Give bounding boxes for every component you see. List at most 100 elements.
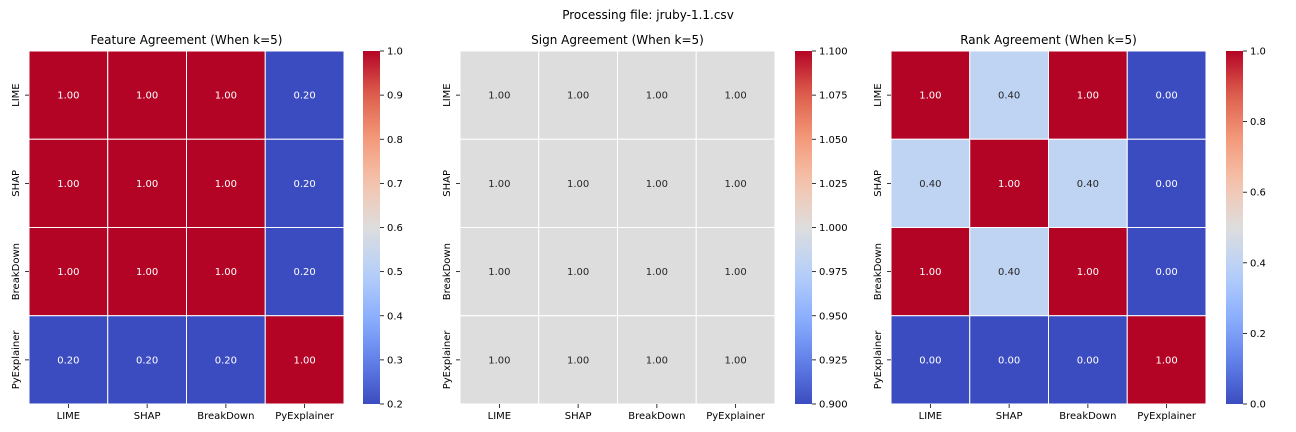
y-tick-label: BreakDown [873, 243, 884, 300]
heatmap-cell-r1-c2 [617, 138, 697, 228]
colorbar [795, 51, 812, 404]
colorbar-tick-label: 0.2 [1250, 329, 1266, 340]
colorbar [363, 51, 380, 404]
heatmap-panel-3: Rank Agreement (When k=5) 1.00 0.40 1.00 0.0… [873, 33, 1266, 422]
cell-value-r3-c3: 1.00 [724, 355, 746, 366]
cell-value-r2-c2: 1.00 [215, 267, 237, 278]
cell-value-r2-c2: 1.00 [1077, 267, 1099, 278]
colorbar-tick-label: 0.4 [387, 311, 403, 322]
x-tick-label: BreakDown [1059, 411, 1116, 422]
heatmap-cell-r1-c0 [890, 138, 971, 228]
panel-title: Sign Agreement (When k=5) [531, 33, 704, 47]
cell-value-r2-c2: 1.00 [646, 267, 668, 278]
x-tick-label: PyExplainer [1137, 411, 1197, 422]
cell-value-r1-c2: 0.40 [1077, 179, 1099, 190]
figure-suptitle: Processing file: jruby-1.1.csv [562, 8, 734, 22]
cell-value-r0-c3: 0.20 [293, 91, 315, 102]
colorbar-tick-label: 1.000 [819, 223, 848, 234]
heatmap-panel-2: Sign Agreement (When k=5) 1.00 1.00 1.00 1.0… [442, 33, 848, 422]
y-tick-label: LIME [442, 83, 453, 106]
colorbar-tick-label: 1.075 [819, 91, 848, 102]
y-tick-label: SHAP [11, 170, 22, 197]
cell-value-r2-c0: 1.00 [57, 267, 79, 278]
y-tick-label: LIME [873, 83, 884, 106]
cell-value-r2-c1: 1.00 [136, 267, 158, 278]
colorbar-tick-label: 0.4 [1250, 258, 1266, 269]
heatmap-cell-r3-c0 [28, 315, 109, 405]
heatmap-cell-r0-c1 [107, 50, 187, 140]
colorbar-tick-label: 0.8 [1250, 117, 1266, 128]
cell-value-r3-c2: 1.00 [646, 355, 668, 366]
cell-value-r3-c2: 0.20 [215, 355, 237, 366]
x-tick-label: BreakDown [197, 411, 254, 422]
cell-value-r3-c3: 1.00 [293, 355, 315, 366]
colorbar-tick-label: 1.050 [819, 135, 848, 146]
cell-value-r1-c3: 0.20 [293, 179, 315, 190]
heatmap-cell-r3-c3 [1126, 315, 1207, 405]
heatmap-cell-r3-c3 [695, 315, 776, 405]
cell-value-r3-c0: 0.00 [919, 355, 941, 366]
x-tick-label: PyExplainer [275, 411, 335, 422]
heatmap-cell-r1-c0 [28, 138, 109, 228]
heatmap-cell-r1-c2 [1048, 138, 1128, 228]
heatmap-cell-r2-c0 [459, 227, 540, 317]
heatmap-cell-r2-c3 [695, 227, 776, 317]
x-tick-label: SHAP [134, 411, 161, 422]
colorbar-tick-label: 0.900 [819, 400, 848, 411]
y-tick-label: LIME [11, 83, 22, 106]
y-tick-label: BreakDown [11, 243, 22, 300]
x-tick-label: LIME [488, 411, 511, 422]
cell-value-r0-c1: 0.40 [998, 91, 1020, 102]
colorbar-tick-label: 0.9 [387, 91, 403, 102]
cell-value-r1-c1: 1.00 [136, 179, 158, 190]
x-tick-label: LIME [919, 411, 942, 422]
heatmap-cell-r0-c0 [28, 50, 109, 140]
cell-value-r2-c3: 0.20 [293, 267, 315, 278]
y-tick-label: BreakDown [442, 243, 453, 300]
cell-value-r3-c0: 0.20 [57, 355, 79, 366]
colorbar-tick-label: 1.025 [819, 179, 848, 190]
y-tick-label: PyExplainer [873, 330, 884, 390]
colorbar-tick-label: 0.2 [387, 400, 403, 411]
colorbar-tick-label: 0.0 [1250, 400, 1266, 411]
heatmap-cell-r1-c1 [107, 138, 187, 228]
cell-value-r1-c0: 1.00 [488, 179, 510, 190]
cell-value-r0-c3: 1.00 [724, 91, 746, 102]
cell-value-r0-c0: 1.00 [919, 91, 941, 102]
cell-value-r2-c3: 0.00 [1155, 267, 1177, 278]
colorbar-tick-label: 1.0 [387, 47, 403, 58]
colorbar-tick-label: 0.5 [387, 267, 403, 278]
colorbar-tick-label: 0.3 [387, 355, 403, 366]
x-tick-label: BreakDown [628, 411, 685, 422]
cell-value-r3-c2: 0.00 [1077, 355, 1099, 366]
colorbar-tick-label: 1.100 [819, 47, 848, 58]
colorbar-tick-label: 0.7 [387, 179, 403, 190]
x-tick-label: PyExplainer [706, 411, 766, 422]
cell-value-r2-c1: 0.40 [998, 267, 1020, 278]
cell-value-r2-c3: 1.00 [724, 267, 746, 278]
colorbar-tick-label: 0.975 [819, 267, 848, 278]
cell-value-r2-c0: 1.00 [488, 267, 510, 278]
heatmap-cell-r3-c2 [1048, 315, 1128, 405]
cell-value-r2-c0: 1.00 [919, 267, 941, 278]
heatmap-cell-r0-c0 [890, 50, 971, 140]
cell-value-r1-c1: 1.00 [998, 179, 1020, 190]
heatmap-cell-r2-c3 [264, 227, 345, 317]
cell-value-r1-c2: 1.00 [215, 179, 237, 190]
heatmap-panel-1: Feature Agreement (When k=5)1.00 1.00 1.00… [11, 33, 403, 422]
cell-value-r1-c3: 1.00 [724, 179, 746, 190]
colorbar-tick-label: 0.6 [387, 223, 403, 234]
heatmap-cell-r0-c3 [695, 50, 776, 140]
cell-value-r3-c1: 1.00 [567, 355, 589, 366]
cell-value-r3-c0: 1.00 [488, 355, 510, 366]
y-tick-label: SHAP [442, 170, 453, 197]
colorbar-tick-label: 0.950 [819, 311, 848, 322]
heatmap-cell-r1-c3 [1126, 138, 1207, 228]
heatmap-cell-r1-c3 [264, 138, 345, 228]
y-tick-label: PyExplainer [442, 330, 453, 390]
cell-value-r0-c0: 1.00 [488, 91, 510, 102]
heatmap-cell-r2-c2 [1048, 227, 1128, 317]
x-tick-label: LIME [57, 411, 80, 422]
heatmap-cell-r2-c0 [890, 227, 971, 317]
